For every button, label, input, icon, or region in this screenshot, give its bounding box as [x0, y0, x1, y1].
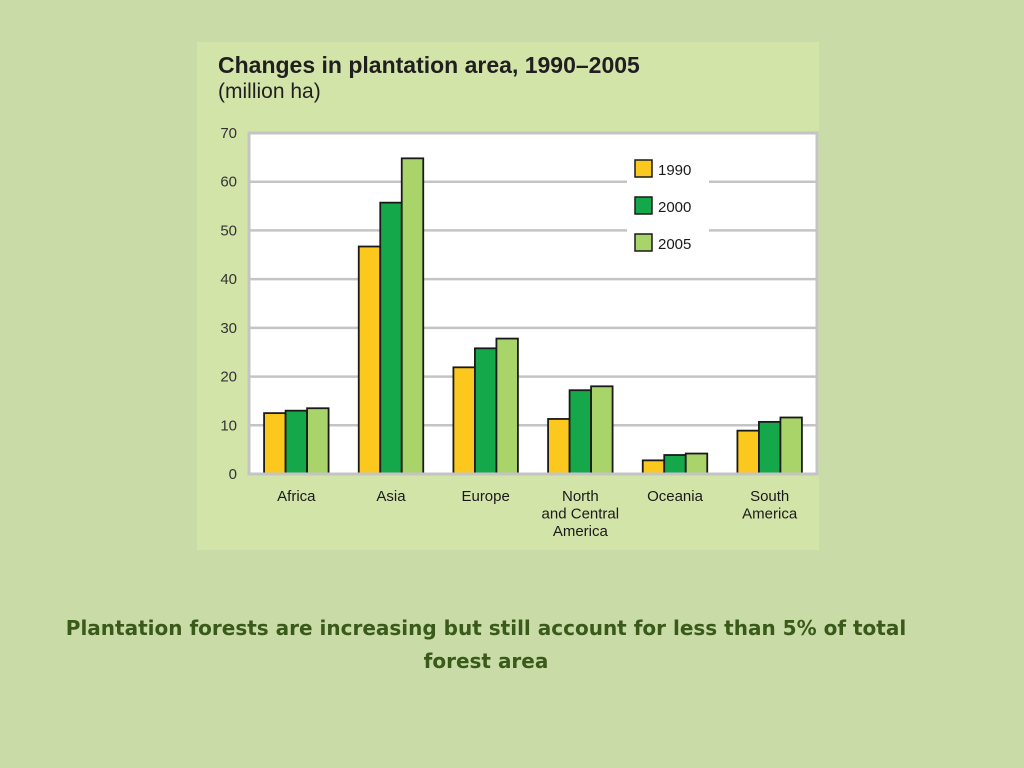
bar: [400, 157, 425, 475]
bar: [474, 347, 498, 475]
x-tick-label: America: [742, 506, 798, 523]
plot-area: [249, 133, 817, 474]
x-tick-label: and Central: [542, 506, 620, 523]
y-tick-label: 0: [229, 466, 237, 483]
bar: [590, 385, 614, 475]
bar: [306, 407, 330, 475]
x-tick-label: Europe: [461, 488, 509, 505]
legend-swatch: [634, 196, 653, 215]
bar-chart: 0 10 20 30 40 50 60 70 1990 2000 2005 Africa Asia Eur…: [220, 125, 819, 540]
bar: [284, 409, 308, 475]
x-tick-label: Asia: [376, 488, 406, 505]
bar: [663, 454, 687, 475]
legend-label: 1990: [658, 162, 691, 179]
y-tick-label: 20: [220, 369, 237, 386]
legend-swatch: [634, 233, 653, 252]
bar: [495, 337, 519, 475]
bar: [684, 452, 709, 475]
x-tick-label: Africa: [277, 488, 316, 505]
bar: [736, 429, 760, 475]
y-tick-label: 60: [220, 174, 237, 191]
legend-swatch: [634, 159, 653, 178]
bar: [779, 416, 803, 475]
legend-label: 2005: [658, 236, 691, 253]
bar: [263, 412, 287, 475]
bar: [379, 201, 403, 475]
chart-panel: Changes in plantation area, 1990–2005 (m…: [197, 42, 819, 550]
bar: [641, 459, 666, 475]
x-tick-label: South: [750, 488, 789, 505]
y-tick-label: 40: [220, 271, 237, 288]
bar: [357, 245, 382, 475]
slide-caption: Plantation forests are increasing but st…: [65, 616, 907, 673]
x-tick-label: America: [553, 523, 609, 540]
x-tick-label: Oceania: [647, 488, 704, 505]
bar: [568, 389, 592, 475]
chart-title: Changes in plantation area, 1990–2005: [218, 52, 640, 78]
bar: [452, 366, 476, 475]
y-tick-label: 10: [220, 417, 237, 434]
x-tick-label: North: [562, 488, 599, 505]
y-tick-label: 70: [220, 125, 237, 142]
y-tick-label: 50: [220, 222, 237, 239]
bar: [758, 420, 782, 475]
y-tick-label: 30: [220, 320, 237, 337]
bar: [547, 418, 571, 475]
chart-subtitle: (million ha): [218, 80, 321, 103]
legend-label: 2000: [658, 199, 691, 216]
